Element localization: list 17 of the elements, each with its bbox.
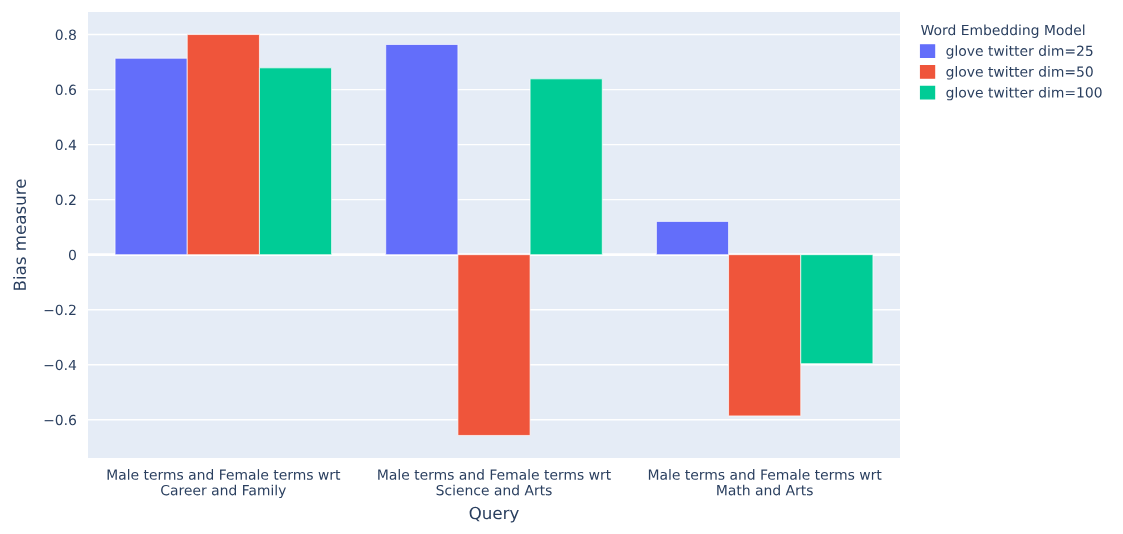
x-axis-title: Query <box>469 506 519 523</box>
legend-title: Word Embedding Model <box>921 24 1085 38</box>
x-tick-label: Male terms and Female terms wrt Career and Family <box>107 469 341 499</box>
y-tick-label: 0 <box>68 249 76 261</box>
legend-label: glove twitter dim=50 <box>946 66 1093 80</box>
legend-label: glove twitter dim=100 <box>946 86 1102 101</box>
y-tick-label: −0.4 <box>44 359 77 371</box>
y-tick-label: 0.8 <box>55 29 76 41</box>
x-tick-label: Male terms and Female terms wrt Math and Arts <box>648 469 882 496</box>
x-tick-label: Male terms and Female terms wrt Science and Arts <box>378 469 611 496</box>
legend-label: glove twitter dim=25 <box>946 45 1093 59</box>
y-tick-label: 0.2 <box>55 194 76 206</box>
y-tick-label: 0.6 <box>55 84 77 96</box>
y-tick-label: −0.6 <box>44 414 77 426</box>
y-tick-label: 0.4 <box>55 139 77 151</box>
y-axis-title: Bias measure <box>13 179 27 290</box>
y-tick-label: −0.2 <box>44 304 76 316</box>
